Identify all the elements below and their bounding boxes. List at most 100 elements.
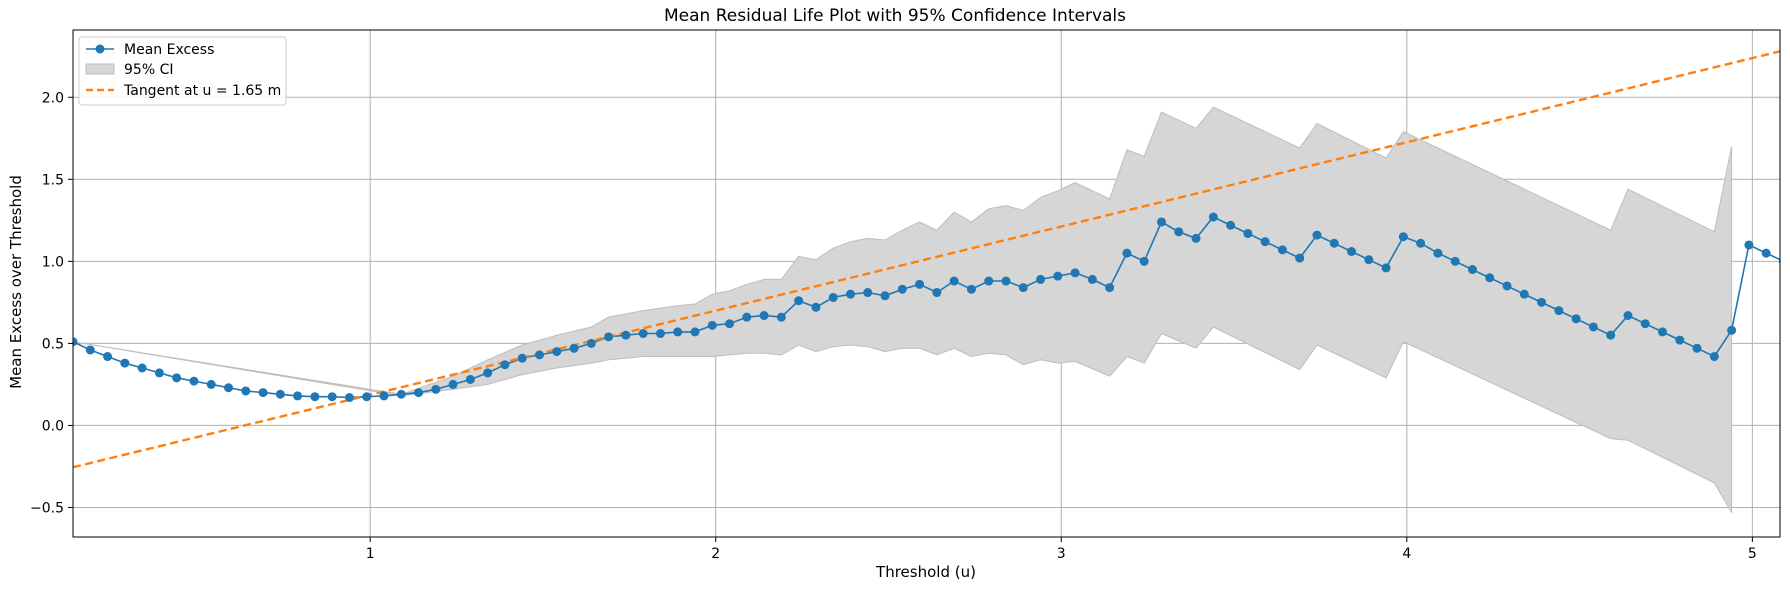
plot-frame — [72, 29, 1781, 538]
mean-excess-point — [1277, 245, 1287, 255]
mean-excess-point — [517, 353, 527, 363]
mean-excess-point — [73, 337, 78, 347]
mean-excess-point — [241, 386, 251, 396]
mean-excess-point — [707, 320, 717, 330]
mean-excess-point — [1519, 289, 1529, 299]
mean-excess-point — [1450, 256, 1460, 266]
mean-excess-point — [690, 327, 700, 337]
mean-excess-point — [621, 330, 631, 340]
x-axis-label: Threshold (u) — [875, 563, 976, 581]
mean-excess-point — [1416, 238, 1426, 248]
mean-excess-point — [293, 391, 303, 401]
y-tick-label: 1.0 — [42, 254, 64, 270]
mean-excess-point — [1070, 268, 1080, 278]
mean-excess-point — [1571, 314, 1581, 324]
mean-excess-point — [1036, 274, 1046, 284]
mean-excess-point — [1208, 212, 1218, 222]
mean-excess-point — [1329, 238, 1339, 248]
mean-excess-point — [1433, 248, 1443, 258]
y-tick-label: 1.5 — [42, 172, 64, 188]
mean-excess-point — [1139, 256, 1149, 266]
mean-excess-point — [845, 289, 855, 299]
mean-excess-point — [794, 296, 804, 306]
mean-excess-point — [483, 368, 493, 378]
mean-excess-point — [655, 329, 665, 339]
mean-excess-point — [604, 332, 614, 342]
mean-excess-point — [448, 379, 458, 389]
mean-excess-point — [949, 276, 959, 286]
x-tick-label: 2 — [711, 546, 720, 562]
mean-excess-point — [223, 383, 233, 393]
y-tick-label: 0.5 — [42, 336, 64, 352]
axis-ticks: 1 2 3 4 5 −0.5 0.0 0.5 1.0 1.5 2.0 — [30, 90, 1757, 562]
x-tick-label: 3 — [1057, 546, 1066, 562]
legend-mean-marker — [95, 44, 105, 54]
mean-excess-point — [1001, 276, 1011, 286]
mean-excess-point — [1727, 325, 1737, 335]
mean-excess-point — [362, 392, 372, 402]
mean-excess-point — [776, 312, 786, 322]
mean-excess-point — [1174, 227, 1184, 237]
mean-excess-point — [725, 319, 735, 329]
mean-excess-point — [1588, 322, 1598, 332]
mean-excess-point — [431, 384, 441, 394]
y-tick-label: −0.5 — [30, 500, 64, 516]
mean-excess-point — [1381, 263, 1391, 273]
mean-excess-point — [500, 360, 510, 370]
mean-excess-point — [1623, 310, 1633, 320]
mean-excess-point — [414, 388, 424, 398]
mean-excess-point — [759, 310, 769, 320]
ci-band — [73, 106, 1733, 515]
mean-excess-point — [897, 284, 907, 294]
mean-excess-point — [932, 288, 942, 298]
mean-excess-point — [1018, 283, 1028, 293]
mean-excess-point — [103, 352, 113, 362]
legend-tangent-label: Tangent at u = 1.65 m — [123, 83, 281, 99]
mean-excess-point — [638, 329, 648, 339]
mean-excess-point — [1640, 319, 1650, 329]
mean-excess-point — [984, 276, 994, 286]
y-axis-label: Mean Excess over Threshold — [7, 175, 25, 389]
mean-excess-point — [1260, 237, 1270, 247]
mean-excess-point — [1312, 230, 1322, 240]
mean-excess-point — [811, 302, 821, 312]
mean-excess-point — [1658, 327, 1668, 337]
mean-excess-point — [154, 368, 164, 378]
mean-excess-point — [1364, 255, 1374, 265]
mean-excess-point — [1744, 240, 1754, 250]
mean-excess-point — [85, 345, 95, 355]
mean-excess-point — [206, 379, 216, 389]
mean-excess-point — [1709, 352, 1719, 362]
mean-excess-point — [966, 284, 976, 294]
mean-excess-point — [310, 392, 320, 402]
legend-box — [78, 36, 287, 106]
mean-excess-point — [275, 389, 285, 399]
mean-excess-point — [552, 347, 562, 357]
ci-band-group — [73, 106, 1733, 515]
mean-excess-point — [534, 350, 544, 360]
mean-excess-point — [396, 389, 406, 399]
mean-excess-point — [1156, 217, 1166, 227]
mean-excess-point — [1087, 274, 1097, 284]
y-tick-label: 2.0 — [42, 90, 64, 106]
mean-excess-point — [673, 327, 683, 337]
legend-ci-swatch — [85, 63, 115, 75]
mean-excess-point — [379, 391, 389, 401]
mean-excess-point — [1675, 335, 1685, 345]
mean-excess-point — [258, 388, 268, 398]
mean-excess-point — [1485, 273, 1495, 283]
tangent-line — [73, 50, 1780, 469]
mean-excess-point — [1243, 228, 1253, 238]
legend: Mean Excess 95% CI Tangent at u = 1.65 m — [78, 36, 287, 106]
chart-title: Mean Residual Life Plot with 95% Confide… — [664, 6, 1126, 26]
mean-excess-point — [1554, 306, 1564, 316]
mean-excess-point — [1398, 232, 1408, 242]
mean-excess-point — [1295, 253, 1305, 263]
mean-excess-point — [828, 292, 838, 302]
x-tick-label: 4 — [1402, 546, 1411, 562]
y-tick-label: 0.0 — [42, 418, 64, 434]
x-tick-label: 5 — [1748, 546, 1757, 562]
mean-excess-point — [1502, 281, 1512, 291]
x-tick-label: 1 — [366, 546, 375, 562]
